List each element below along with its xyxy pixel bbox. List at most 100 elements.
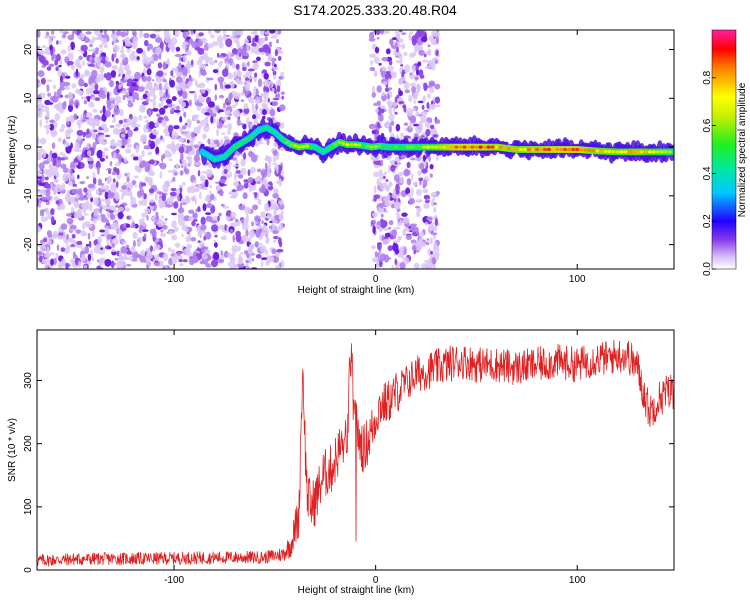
- noise-speckle: [133, 31, 137, 37]
- noise-speckle: [394, 248, 400, 255]
- noise-speckle: [91, 96, 96, 101]
- noise-speckle: [82, 147, 88, 151]
- noise-speckle: [62, 167, 69, 173]
- noise-speckle: [70, 206, 75, 214]
- noise-speckle: [254, 192, 258, 199]
- noise-speckle: [412, 107, 416, 112]
- noise-speckle: [159, 107, 166, 115]
- noise-speckle: [160, 203, 166, 208]
- noise-speckle: [52, 257, 57, 265]
- noise-speckle: [129, 57, 136, 61]
- noise-speckle: [378, 226, 383, 233]
- noise-speckle: [105, 155, 109, 160]
- noise-speckle: [401, 76, 406, 82]
- noise-speckle: [421, 104, 425, 110]
- noise-speckle: [272, 193, 279, 199]
- noise-speckle: [148, 192, 154, 196]
- noise-speckle: [260, 30, 265, 36]
- noise-speckle: [71, 233, 76, 239]
- noise-speckle: [96, 189, 99, 195]
- noise-speckle: [255, 103, 258, 111]
- noise-speckle: [395, 52, 401, 55]
- noise-speckle: [196, 59, 203, 66]
- ridge-core: [401, 145, 406, 149]
- noise-speckle: [100, 198, 107, 202]
- noise-speckle: [92, 133, 96, 140]
- noise-speckle: [424, 221, 428, 226]
- noise-speckle: [118, 233, 122, 241]
- noise-speckle: [385, 71, 392, 74]
- noise-speckle: [125, 41, 133, 47]
- noise-speckle: [75, 68, 79, 77]
- noise-speckle: [80, 162, 84, 169]
- noise-speckle: [92, 229, 95, 238]
- noise-speckle: [175, 85, 182, 92]
- noise-speckle: [155, 47, 162, 55]
- noise-speckle: [269, 30, 276, 34]
- noise-speckle: [132, 179, 136, 186]
- noise-speckle: [403, 122, 409, 126]
- noise-speckle: [213, 239, 216, 243]
- noise-speckle: [62, 31, 69, 35]
- ridge-core: [236, 143, 241, 147]
- noise-speckle: [148, 171, 156, 177]
- snr-frame: [36, 329, 675, 571]
- noise-speckle: [436, 154, 439, 161]
- noise-speckle: [210, 193, 215, 201]
- noise-speckle: [261, 99, 268, 103]
- ridge-core: [317, 147, 322, 152]
- noise-speckle: [220, 84, 224, 89]
- noise-speckle: [179, 116, 183, 123]
- noise-speckle: [56, 40, 59, 45]
- noise-speckle: [415, 226, 419, 234]
- noise-speckle: [140, 134, 148, 143]
- noise-speckle: [278, 178, 283, 187]
- noise-speckle: [372, 225, 376, 234]
- noise-speckle: [113, 107, 120, 116]
- noise-speckle: [111, 242, 116, 248]
- noise-speckle: [171, 131, 179, 139]
- noise-speckle: [180, 198, 185, 204]
- noise-speckle: [209, 184, 213, 189]
- noise-speckle: [396, 94, 400, 99]
- ridge-core: [583, 148, 588, 152]
- ridge-core: [377, 144, 382, 148]
- noise-speckle: [83, 82, 88, 88]
- noise-speckle: [41, 209, 45, 212]
- noise-speckle: [254, 35, 259, 43]
- noise-speckle: [70, 228, 77, 232]
- noise-speckle: [195, 148, 201, 157]
- noise-speckle: [40, 77, 46, 85]
- noise-speckle: [270, 57, 277, 62]
- ridge-core: [663, 150, 668, 154]
- noise-speckle: [181, 105, 185, 112]
- noise-speckle: [87, 63, 95, 67]
- noise-speckle: [161, 224, 168, 230]
- noise-speckle: [170, 70, 174, 77]
- noise-speckle: [103, 30, 107, 35]
- ridge-core: [293, 144, 297, 148]
- noise-speckle: [70, 175, 74, 180]
- noise-speckle: [164, 188, 168, 193]
- noise-speckle: [264, 249, 268, 256]
- noise-speckle: [59, 203, 66, 210]
- noise-speckle: [238, 261, 243, 265]
- noise-speckle: [273, 235, 279, 240]
- noise-speckle: [216, 184, 220, 193]
- noise-speckle: [51, 152, 58, 159]
- noise-speckle: [417, 170, 422, 176]
- noise-speckle: [434, 59, 438, 64]
- noise-speckle: [390, 120, 395, 126]
- noise-speckle: [169, 191, 177, 197]
- noise-speckle: [68, 99, 74, 106]
- ridge-core: [490, 145, 495, 149]
- noise-speckle: [254, 96, 261, 105]
- noise-speckle: [386, 210, 389, 213]
- noise-speckle: [388, 60, 393, 66]
- noise-speckle: [254, 177, 259, 183]
- noise-speckle: [98, 178, 102, 185]
- noise-speckle: [233, 92, 241, 100]
- noise-speckle: [278, 222, 284, 231]
- noise-speckle: [46, 84, 50, 92]
- noise-speckle: [197, 170, 201, 177]
